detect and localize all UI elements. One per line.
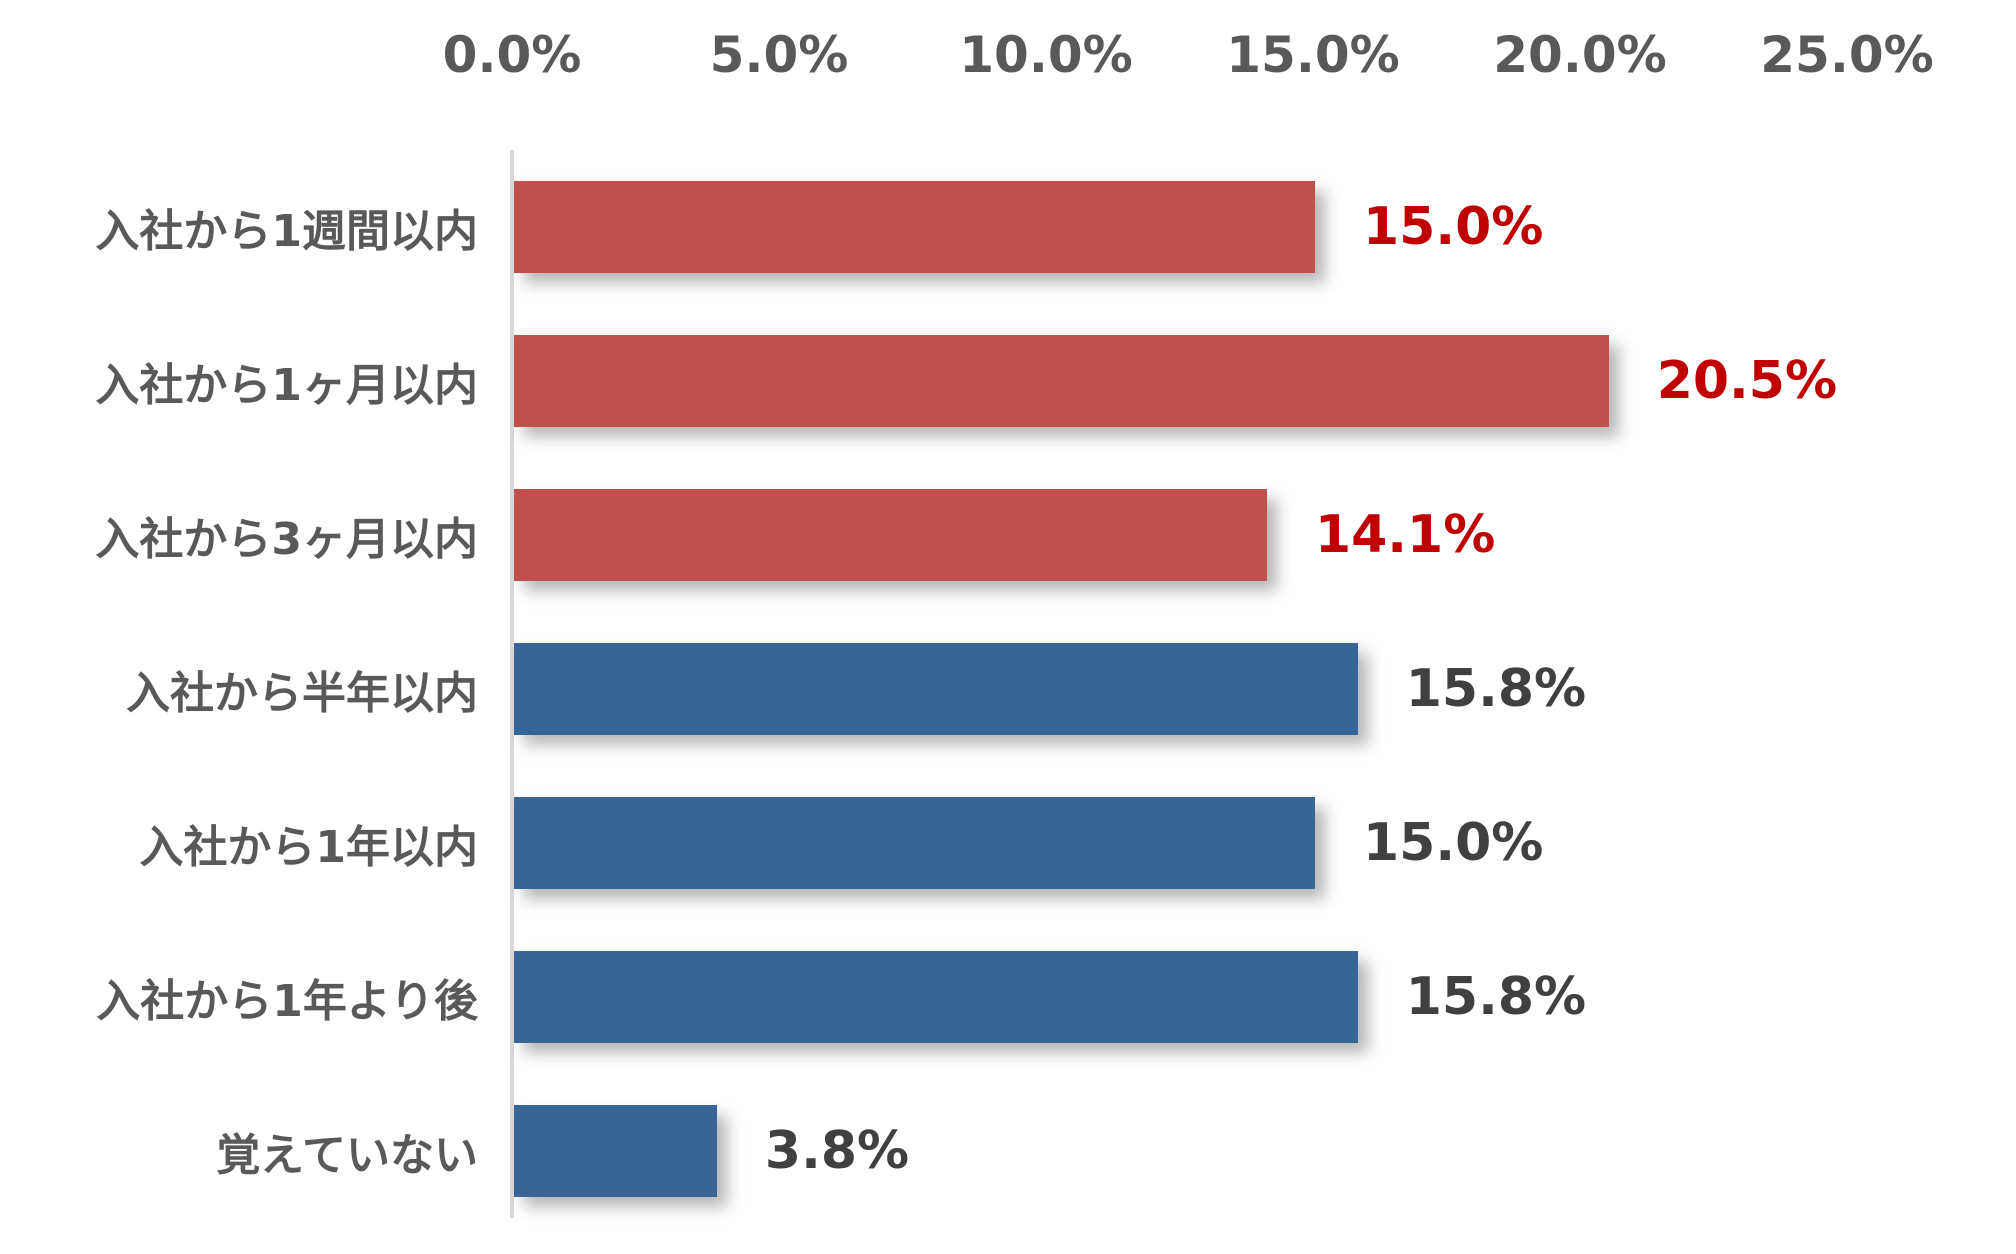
x-axis: 0.0% 5.0% 10.0% 15.0% 20.0% 25.0% bbox=[443, 26, 1934, 90]
bar bbox=[514, 643, 1358, 735]
bar-track: 20.5% bbox=[514, 335, 1849, 427]
value-label: 15.8% bbox=[1405, 967, 1587, 1027]
bar-track: 15.8% bbox=[514, 643, 1849, 735]
x-axis-tick-label: 25.0% bbox=[1760, 26, 1934, 84]
y-axis-line bbox=[510, 150, 514, 1218]
category-label: 入社から1年以内 bbox=[139, 822, 478, 873]
value-label: 15.8% bbox=[1405, 659, 1587, 719]
bar bbox=[514, 181, 1315, 273]
value-label: 15.0% bbox=[1363, 813, 1544, 873]
value-label: 15.0% bbox=[1363, 197, 1544, 257]
bar bbox=[514, 335, 1609, 427]
value-label: 3.8% bbox=[764, 1121, 910, 1181]
chart-row: 入社から1週間以内 15.0% bbox=[0, 150, 2016, 304]
bar-track: 14.1% bbox=[514, 489, 1849, 581]
x-axis-tick-label: 0.0% bbox=[442, 26, 582, 84]
category-label: 入社から1年より後 bbox=[96, 976, 478, 1027]
category-label: 入社から3ヶ月以内 bbox=[95, 514, 478, 565]
category-label: 入社から1ヶ月以内 bbox=[95, 360, 478, 411]
category-label: 入社から半年以内 bbox=[126, 668, 478, 719]
bar-track: 15.0% bbox=[514, 797, 1849, 889]
x-axis-tick-label: 10.0% bbox=[959, 26, 1133, 84]
value-label: 14.1% bbox=[1314, 505, 1496, 565]
x-axis-tick-label: 20.0% bbox=[1493, 26, 1667, 84]
chart-row: 入社から半年以内 15.8% bbox=[0, 612, 2016, 766]
bar bbox=[514, 797, 1315, 889]
bar-track: 15.8% bbox=[514, 951, 1849, 1043]
value-label: 20.5% bbox=[1656, 351, 1838, 411]
x-axis-tick-label: 15.0% bbox=[1226, 26, 1400, 84]
bar bbox=[514, 489, 1267, 581]
category-label: 覚えていない bbox=[216, 1130, 478, 1181]
bar bbox=[514, 1105, 717, 1197]
category-label: 入社から1週間以内 bbox=[95, 206, 478, 257]
chart-row: 入社から1年より後 15.8% bbox=[0, 920, 2016, 1074]
chart-row: 入社から1年以内 15.0% bbox=[0, 766, 2016, 920]
chart-row: 覚えていない 3.8% bbox=[0, 1074, 2016, 1228]
chart-rows: 入社から1週間以内 15.0% 入社から1ヶ月以内 20.5% 入社から3ヶ月以… bbox=[0, 150, 2016, 1228]
bar-track: 15.0% bbox=[514, 181, 1849, 273]
chart-row: 入社から3ヶ月以内 14.1% bbox=[0, 458, 2016, 612]
bar bbox=[514, 951, 1358, 1043]
bar-track: 3.8% bbox=[514, 1105, 1849, 1197]
x-axis-tick-label: 5.0% bbox=[709, 26, 849, 84]
chart-row: 入社から1ヶ月以内 20.5% bbox=[0, 304, 2016, 458]
